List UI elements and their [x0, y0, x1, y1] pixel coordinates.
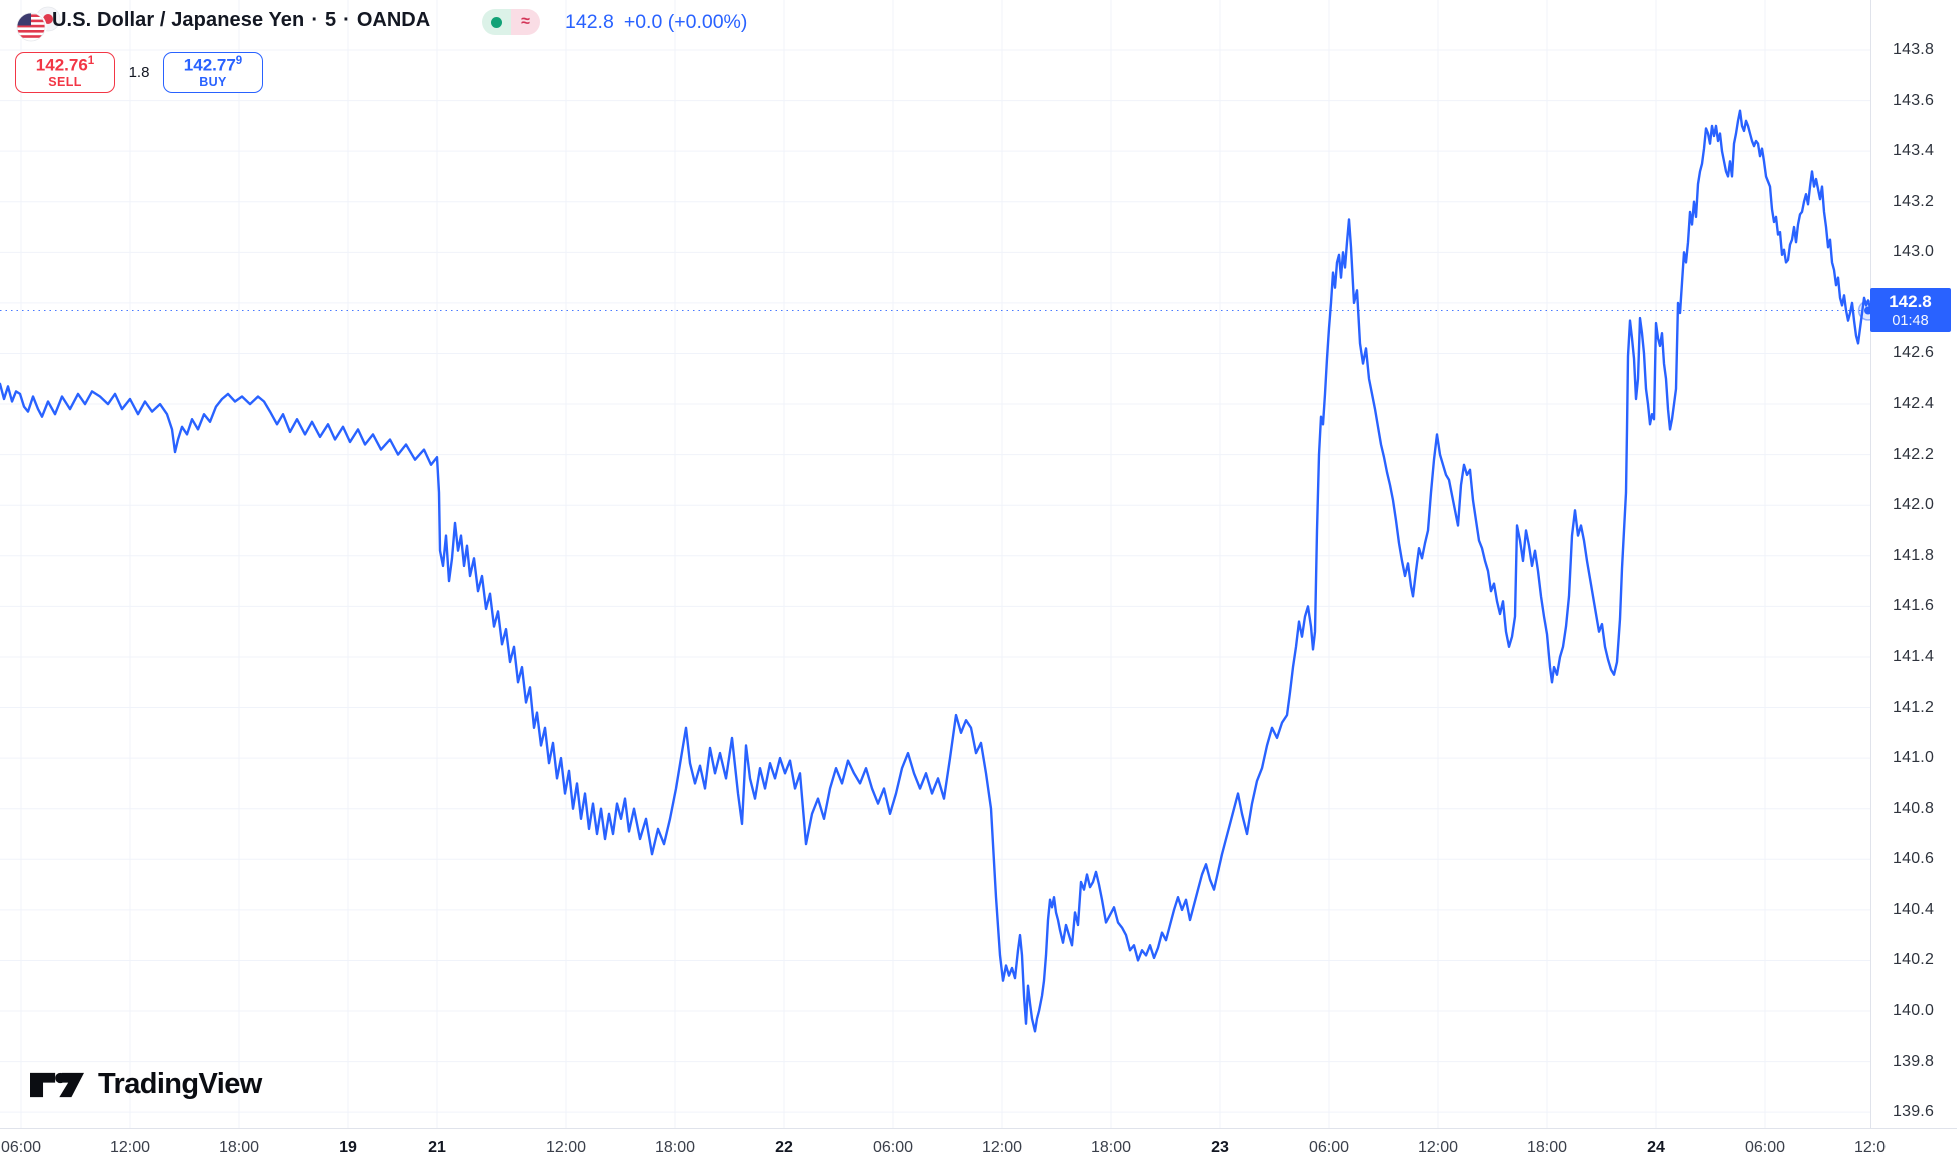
buy-button[interactable]: 142.779 BUY — [163, 52, 263, 93]
badge-countdown: 01:48 — [1892, 313, 1929, 330]
buy-label: BUY — [199, 75, 227, 90]
time-tick-label: 18:00 — [1090, 1139, 1132, 1156]
time-tick-label: 12:00 — [545, 1139, 587, 1156]
last-price-value: 142.8 — [565, 11, 614, 33]
usdjpy-pair-flag-icon — [15, 6, 61, 43]
time-tick-label: 12:00 — [109, 1139, 151, 1156]
delayed-data-approx-icon: ≈ — [521, 13, 530, 30]
price-tick-label: 142.0 — [1893, 496, 1935, 514]
spread-value: 1.8 — [128, 64, 150, 81]
symbol-title[interactable]: U.S. Dollar / Japanese Yen — [52, 9, 305, 31]
exchange-label[interactable]: OANDA — [356, 9, 431, 31]
time-axis[interactable]: 06:00 12:00 18:00 19 21 12:00 18:00 22 06:00 12:0… — [0, 1128, 1957, 1167]
order-panel: 142.761 SELL 1.8 142.779 BUY — [15, 52, 263, 93]
time-tick-label: 12:00 — [1417, 1139, 1459, 1156]
time-tick-label: 12:00 — [1853, 1139, 1886, 1156]
price-axis[interactable]: 143.8 143.6 143.4 143.2 143.0 142.8 142.6 142.4… — [1870, 0, 1957, 1128]
last-price-row: 142.8 +0.0 (+0.00%) — [565, 11, 747, 34]
price-tick-label: 140.6 — [1893, 850, 1935, 868]
price-tick-label: 143.4 — [1893, 142, 1935, 160]
time-tick-label: 18:00 — [654, 1139, 696, 1156]
time-tick-label: 06:00 — [1308, 1139, 1350, 1156]
price-tick-label: 141.0 — [1893, 749, 1935, 767]
price-change: +0.0 (+0.00%) — [623, 11, 748, 33]
time-tick-label: 06:00 — [1744, 1139, 1786, 1156]
time-tick-label: 12:00 — [981, 1139, 1023, 1156]
us-flag-icon — [17, 13, 45, 41]
price-tick-label: 143.2 — [1893, 192, 1935, 210]
current-price-badge: 142.8 01:48 — [1870, 288, 1951, 333]
chart-canvas[interactable] — [0, 0, 1879, 1128]
price-line-series — [0, 109, 1877, 1033]
price-tick-label: 141.8 — [1893, 546, 1935, 564]
price-tick-label: 140.8 — [1893, 799, 1935, 817]
time-tick-label: 21 — [428, 1139, 446, 1156]
price-tick-label: 143.0 — [1893, 243, 1935, 261]
time-tick-label: 24 — [1647, 1139, 1665, 1156]
price-tick-label: 142.2 — [1893, 445, 1935, 463]
market-open-dot-icon — [491, 16, 502, 28]
title-separator: · — [311, 9, 319, 31]
time-tick-label: 19 — [339, 1139, 357, 1156]
time-tick-label: 22 — [775, 1139, 793, 1156]
time-tick-label: 06:00 — [0, 1139, 42, 1156]
price-tick-label: 140.2 — [1893, 951, 1935, 969]
price-tick-label: 140.0 — [1893, 1002, 1935, 1020]
price-tick-label: 141.6 — [1893, 597, 1935, 615]
price-tick-label: 143.6 — [1893, 91, 1935, 109]
price-tick-label: 142.4 — [1893, 395, 1935, 413]
time-tick-label: 18:00 — [218, 1139, 260, 1156]
price-tick-label: 139.6 — [1893, 1103, 1935, 1121]
price-tick-label: 141.2 — [1893, 698, 1935, 716]
price-tick-label: 143.8 — [1893, 41, 1935, 58]
sell-label: SELL — [48, 75, 82, 90]
time-tick-label: 18:00 — [1526, 1139, 1568, 1156]
tradingview-logo-text: TradingView — [98, 1068, 262, 1100]
time-tick-label: 23 — [1211, 1139, 1229, 1156]
tradingview-logo-icon — [30, 1072, 84, 1097]
price-tick-label: 141.4 — [1893, 647, 1935, 665]
tradingview-logo-link[interactable]: TradingView — [30, 1068, 262, 1101]
price-tick-label: 140.4 — [1893, 900, 1935, 918]
price-tick-label: 139.8 — [1893, 1052, 1935, 1070]
chart-header: U.S. Dollar / Japanese Yen · 5 · OANDA ≈… — [0, 0, 900, 100]
time-tick-label: 06:00 — [872, 1139, 914, 1156]
interval-label[interactable]: 5 — [325, 9, 337, 31]
horizontal-gridlines — [0, 49, 1870, 1113]
market-status-button[interactable]: ≈ — [482, 9, 540, 35]
sell-button[interactable]: 142.761 SELL — [15, 52, 115, 93]
vertical-gridlines — [20, 0, 1875, 1128]
title-separator: · — [343, 9, 350, 31]
badge-price: 142.8 — [1889, 291, 1932, 311]
price-tick-label: 142.6 — [1893, 344, 1935, 362]
